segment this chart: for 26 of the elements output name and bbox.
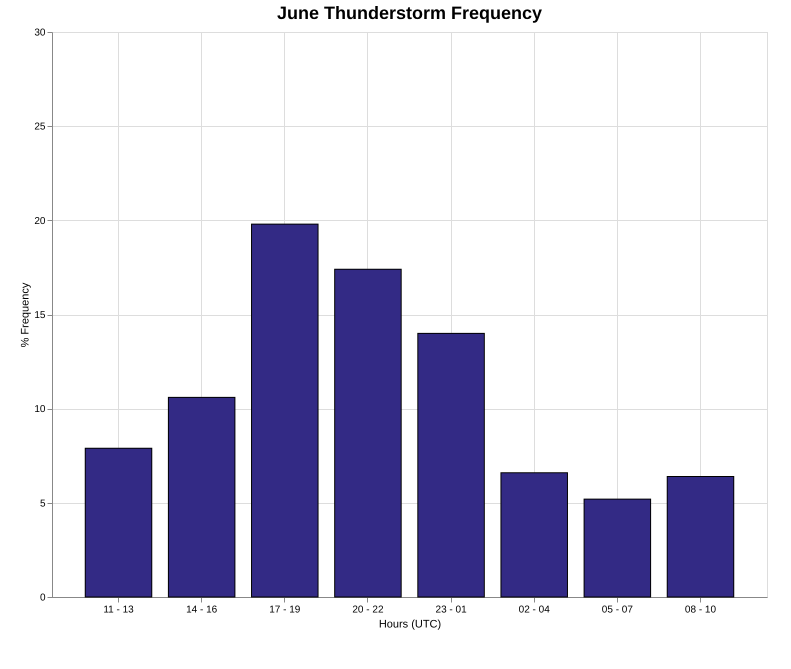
x-axis-title: Hours (UTC) — [378, 618, 442, 630]
bar — [251, 224, 319, 598]
bar — [168, 396, 236, 598]
bar — [334, 268, 402, 598]
x-tick-label: 11 - 13 — [103, 604, 134, 616]
x-tick-label: 08 - 10 — [684, 604, 716, 616]
y-tick-label: 20 — [34, 216, 46, 227]
bar — [500, 472, 568, 598]
x-tick-label: 23 - 01 — [436, 604, 468, 616]
bar — [84, 448, 152, 598]
x-tick-label: 05 - 07 — [602, 604, 634, 616]
bar — [584, 498, 652, 598]
bar — [666, 476, 734, 598]
y-tick-label: 0 — [40, 592, 46, 604]
x-tick-label: 17 - 19 — [269, 604, 301, 616]
x-tick-label: 14 - 16 — [186, 604, 218, 616]
x-tick-label: 02 - 04 — [518, 604, 550, 616]
y-tick-label: 5 — [40, 498, 46, 510]
y-tick-label: 10 — [34, 404, 46, 416]
bar — [417, 332, 485, 598]
x-tick-label: 20 - 22 — [352, 604, 384, 616]
chart-title: June Thunderstorm Frequency — [276, 3, 542, 23]
y-tick-label: 25 — [34, 122, 46, 133]
y-tick-label: 30 — [34, 28, 46, 38]
y-axis-title: % Frequency — [19, 282, 32, 348]
y-tick-label: 15 — [34, 310, 46, 321]
